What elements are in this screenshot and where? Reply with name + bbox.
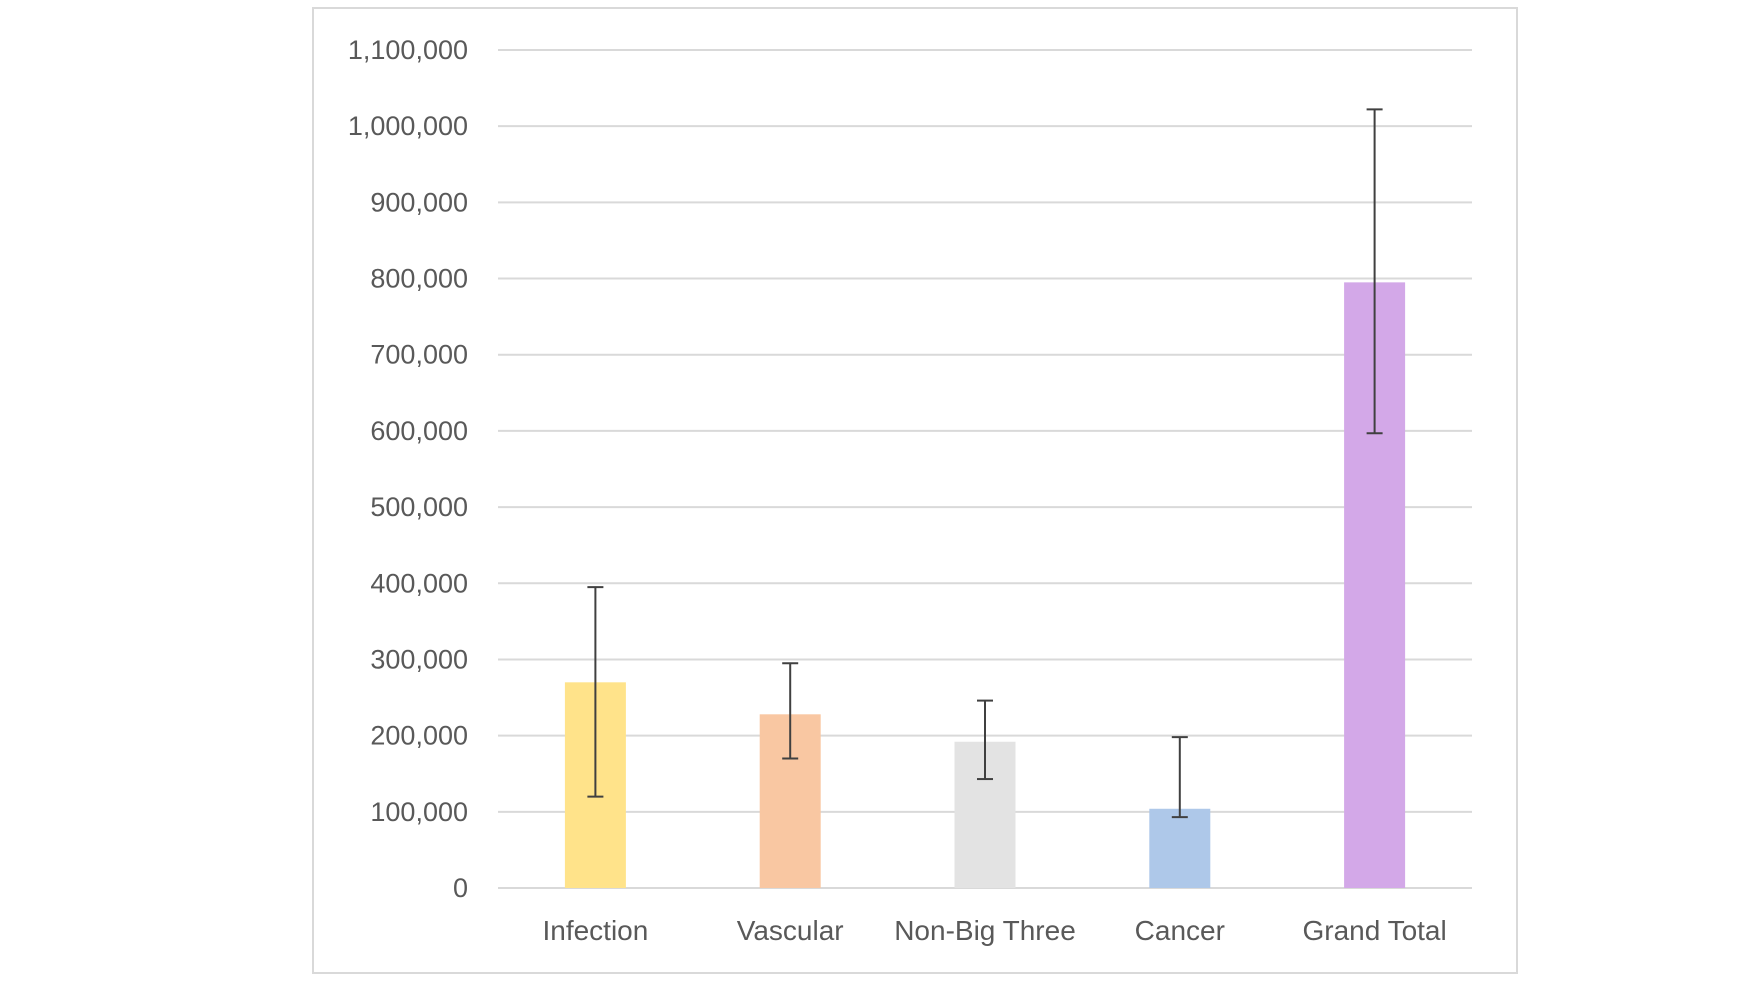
y-tick-label: 700,000 xyxy=(370,340,468,370)
y-tick-label: 400,000 xyxy=(370,568,468,598)
y-tick-label: 300,000 xyxy=(370,644,468,674)
error-bar xyxy=(977,699,993,781)
x-category-label: Non-Big Three xyxy=(894,915,1076,946)
error-bar xyxy=(782,662,799,760)
x-category-label: Cancer xyxy=(1135,915,1225,946)
chart-frame: 0 100,000 200,000 300,000 400,000 500,000 600,… xyxy=(312,7,1518,974)
y-tick-label: 500,000 xyxy=(370,492,468,522)
x-category-label: Vascular xyxy=(737,915,844,946)
y-tick-label: 200,000 xyxy=(370,721,468,751)
y-tick-label: 800,000 xyxy=(370,264,468,294)
bar-cancer xyxy=(1149,808,1211,888)
y-tick-label: 0 xyxy=(453,873,468,903)
error-bar xyxy=(587,586,604,798)
y-tick-label: 1,100,000 xyxy=(348,35,468,65)
y-tick-label: 100,000 xyxy=(370,797,468,827)
y-tick-label: 1,000,000 xyxy=(348,111,468,141)
y-tick-label: 900,000 xyxy=(370,187,468,217)
y-tick-label: 600,000 xyxy=(370,416,468,446)
bar-chart: 0 100,000 200,000 300,000 400,000 500,000 600,… xyxy=(348,35,1472,946)
error-bar xyxy=(1366,108,1383,435)
error-bar xyxy=(1171,736,1188,819)
x-category-label: Infection xyxy=(542,915,648,946)
x-category-label: Grand Total xyxy=(1302,915,1446,946)
